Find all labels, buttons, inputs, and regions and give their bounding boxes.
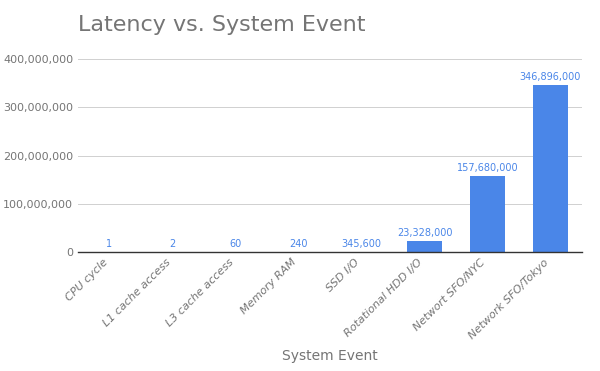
Text: 2: 2 xyxy=(169,239,176,249)
Text: 157,680,000: 157,680,000 xyxy=(457,163,518,173)
Text: 345,600: 345,600 xyxy=(341,239,382,249)
Text: 1: 1 xyxy=(106,239,113,249)
Text: 346,896,000: 346,896,000 xyxy=(520,72,581,82)
X-axis label: System Event: System Event xyxy=(282,349,378,363)
Bar xyxy=(470,176,505,252)
Bar xyxy=(533,85,568,252)
Text: 23,328,000: 23,328,000 xyxy=(397,228,452,238)
Bar xyxy=(407,241,442,252)
Text: 60: 60 xyxy=(229,239,242,249)
Text: 240: 240 xyxy=(289,239,308,249)
Text: Latency vs. System Event: Latency vs. System Event xyxy=(78,14,365,35)
